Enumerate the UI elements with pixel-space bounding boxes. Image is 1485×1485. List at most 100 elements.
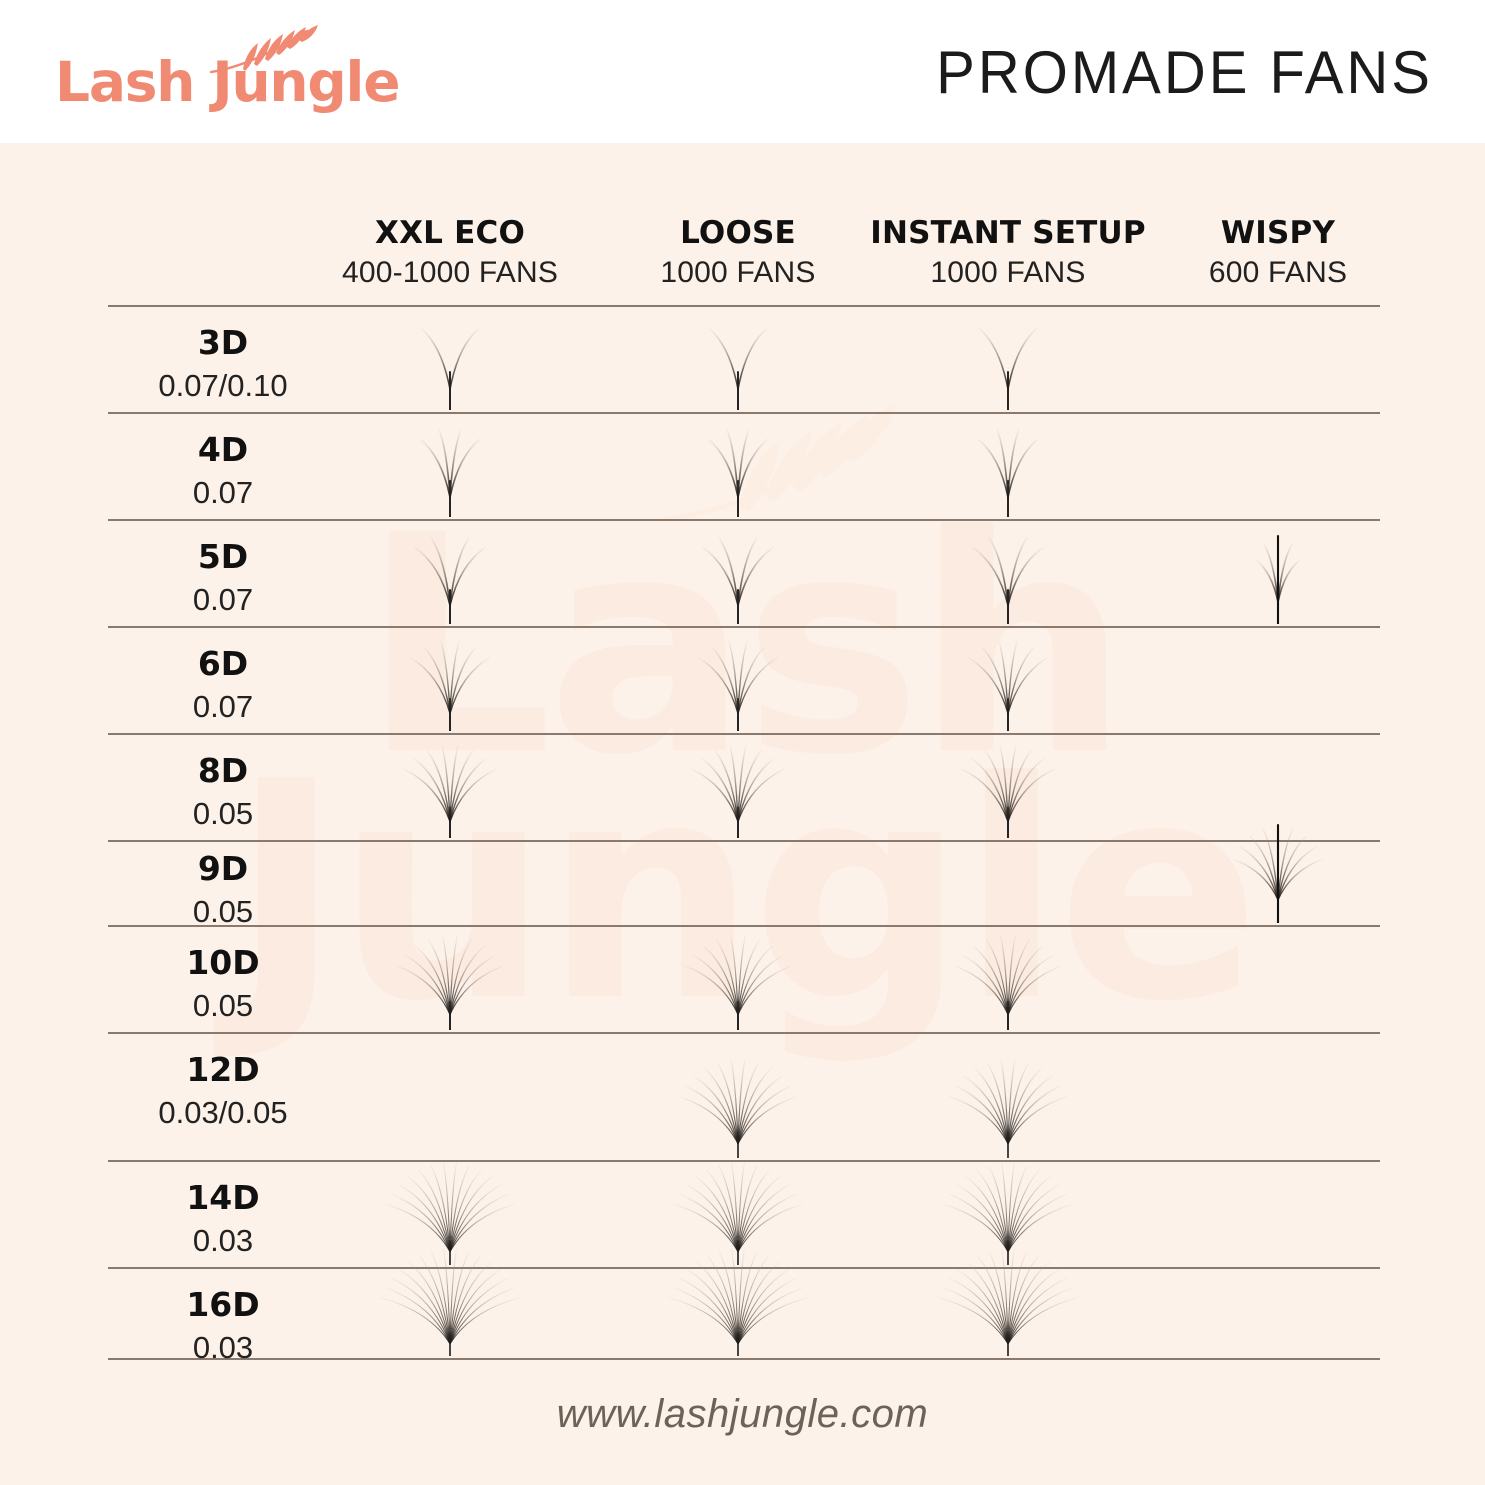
row-dimension: 6D (197, 644, 249, 683)
row-thickness: 0.03 (192, 1223, 254, 1258)
lash-strand (1007, 1169, 1040, 1253)
lash-strand (449, 945, 485, 1016)
fan-cell-5d-instant-setup[interactable] (948, 532, 1068, 625)
lash-strand (737, 1068, 772, 1145)
lash-strand (426, 750, 451, 823)
fan-cell-10d-xxl-eco[interactable] (365, 934, 535, 1031)
lash-fan-14d (385, 1162, 515, 1266)
lash-strand (421, 328, 451, 390)
fan-cell-16d-instant-setup[interactable] (908, 1248, 1108, 1357)
lash-fan-4d (419, 429, 481, 518)
fan-cell-16d-loose[interactable] (638, 1248, 838, 1357)
lash-strand (979, 328, 1009, 390)
fan-cell-8d-xxl-eco[interactable] (375, 744, 525, 839)
fan-cell-9d-wispy[interactable] (1203, 823, 1353, 925)
row-divider (108, 1032, 1380, 1034)
lash-strand (966, 1261, 1009, 1345)
column-header-name: INSTANT SETUP (870, 215, 1146, 251)
lash-strand (449, 1162, 458, 1253)
lash-strand (449, 1193, 509, 1253)
row-dimension: 10D (186, 943, 260, 982)
lash-strand (443, 1248, 451, 1345)
lash-strand (737, 945, 773, 1016)
column-header-name: XXL ECO (374, 215, 526, 251)
row-label-12d: 12D 0.03/0.05 (108, 1053, 338, 1128)
lash-fan-16d (380, 1248, 520, 1357)
fan-cell-3d-instant-setup[interactable] (953, 318, 1063, 411)
lash-fan-16d (668, 1248, 808, 1357)
lash-strand (728, 640, 739, 715)
lash-strand (414, 546, 451, 607)
fan-cell-6d-loose[interactable] (673, 639, 803, 732)
lash-strand (962, 954, 1009, 1016)
lash-strand (1001, 1248, 1009, 1345)
fan-cell-10d-instant-setup[interactable] (923, 934, 1093, 1031)
footer-url[interactable]: www.lashjungle.com (556, 1392, 929, 1436)
fan-cell-5d-xxl-eco[interactable] (390, 532, 510, 625)
lash-strand (1007, 536, 1028, 607)
lash-strand (427, 939, 451, 1016)
fan-cell-8d-loose[interactable] (663, 744, 813, 839)
fan-cell-10d-loose[interactable] (653, 934, 823, 1031)
fan-cell-14d-loose[interactable] (643, 1161, 833, 1266)
lash-strand (1000, 935, 1009, 1016)
lash-strand (449, 768, 497, 823)
lash-strand (678, 1277, 739, 1345)
fan-cell-5d-loose[interactable] (678, 532, 798, 625)
lash-strand (737, 1261, 780, 1345)
column-header-wispy: WISPY 600 FANS (1209, 218, 1347, 288)
lash-strand (442, 1162, 451, 1253)
fan-cell-14d-instant-setup[interactable] (913, 1161, 1103, 1266)
column-header-xxl-eco: XXL ECO 400-1000 FANS (342, 218, 558, 288)
lash-strand (737, 954, 784, 1016)
lash-strand (986, 1062, 1009, 1145)
fan-cell-5d-wispy[interactable] (1233, 534, 1323, 626)
lash-strand (709, 328, 739, 390)
lash-strand (449, 1277, 510, 1345)
lash-fan-6d (697, 640, 779, 732)
lash-strand (943, 1203, 1009, 1253)
lash-strand (449, 1261, 492, 1345)
fan-cell-14d-xxl-eco[interactable] (355, 1161, 545, 1266)
lash-fan-5d (702, 532, 774, 625)
row-dimension: 14D (186, 1178, 260, 1217)
fan-cell-4d-instant-setup[interactable] (953, 427, 1063, 518)
lash-strand (963, 1075, 1009, 1145)
lash-strand (737, 1269, 790, 1345)
fan-cell-3d-loose[interactable] (683, 318, 793, 411)
fan-cell-4d-loose[interactable] (683, 427, 793, 518)
fan-cell-4d-xxl-eco[interactable] (395, 427, 505, 518)
fan-cell-12d-loose[interactable] (648, 1058, 828, 1159)
fan-cell-3d-xxl-eco[interactable] (395, 318, 505, 411)
lash-strand (948, 1095, 1009, 1145)
lash-strand (707, 438, 739, 498)
fan-cell-16d-xxl-eco[interactable] (350, 1248, 550, 1357)
lash-strand (1007, 945, 1043, 1016)
lash-strand (1277, 846, 1317, 901)
lash-strand (430, 1164, 451, 1253)
lash-fan-14d (943, 1162, 1073, 1266)
lash-fan-3d (709, 319, 767, 411)
lash-strand (976, 1169, 1009, 1253)
row-label-14d: 14D 0.03 (108, 1181, 338, 1256)
lash-strand (998, 640, 1009, 715)
lash-strand (449, 1255, 481, 1345)
lash-strand (1000, 1059, 1009, 1145)
column-header-name: LOOSE (680, 215, 796, 251)
lash-strand (449, 1248, 457, 1345)
row-divider (108, 305, 1380, 307)
row-divider (108, 1358, 1380, 1360)
fan-cell-8d-instant-setup[interactable] (933, 744, 1083, 839)
lash-strand (715, 939, 739, 1016)
brand-logo[interactable]: Lash Jungle (55, 25, 475, 119)
lash-strand (954, 1085, 1009, 1145)
fan-cell-6d-xxl-eco[interactable] (385, 639, 515, 732)
lash-strand (1007, 1095, 1068, 1145)
lash-fan-5d (972, 532, 1044, 625)
row-divider (108, 412, 1380, 414)
lash-strand (737, 1085, 792, 1145)
column-header-fans: 1000 FANS (660, 256, 816, 289)
fan-cell-12d-instant-setup[interactable] (918, 1058, 1098, 1159)
fan-cell-6d-instant-setup[interactable] (943, 639, 1073, 732)
